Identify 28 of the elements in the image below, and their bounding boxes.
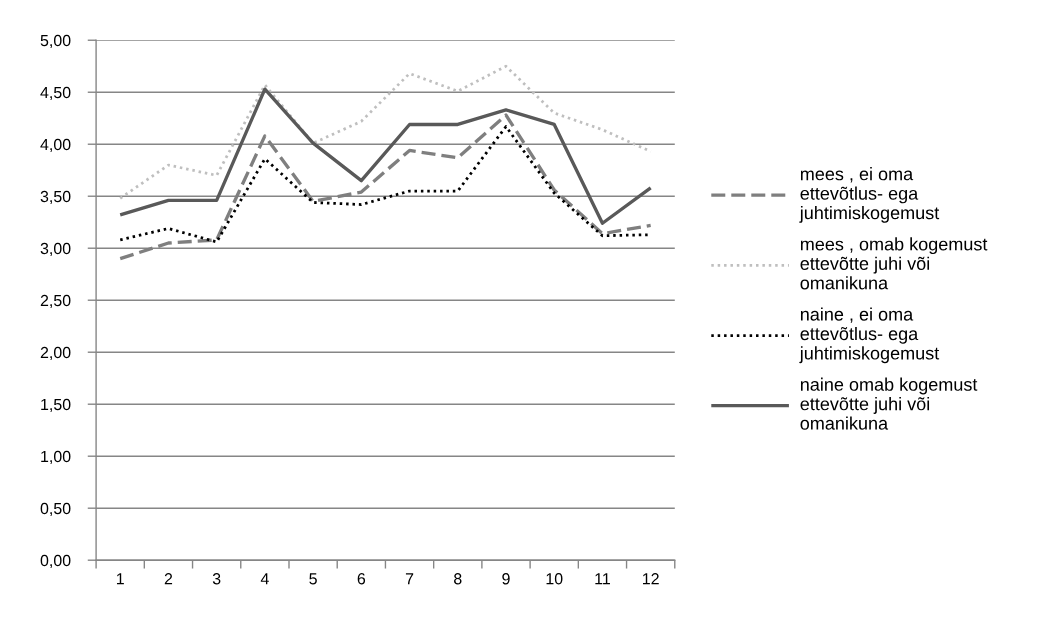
y-tick-label: 3,50 (40, 190, 71, 205)
x-tick-label: 2 (164, 573, 173, 585)
x-tick-label: 5 (309, 573, 317, 585)
x-tick-label: 1 (116, 573, 124, 585)
x-tick-label: 7 (405, 573, 414, 585)
x-tick-label: 11 (595, 573, 610, 585)
legend-label: mees , ei oma ettevõtlus- ega juhtimiskogemust (799, 167, 940, 223)
legend-label: naine omab kogemust ettevõtte juhi või omanikuna (800, 377, 978, 430)
legend-label: mees , omab kogemust ettevõtte juhi või omanikuna (800, 237, 988, 290)
y-tick-label: 4,50 (40, 86, 71, 101)
y-tick-label: 1,50 (41, 398, 71, 413)
x-tick-label: 4 (260, 573, 269, 585)
y-tick-label: 1,00 (41, 450, 71, 465)
x-tick-label: 9 (502, 573, 510, 585)
y-tick-label: 5,00 (40, 34, 71, 49)
x-tick-label: 6 (357, 573, 366, 585)
x-tick-label: 3 (212, 573, 221, 585)
legend-label: naine , ei oma ettevõtlus- ega juhtimiskogemust (799, 307, 940, 364)
x-tick-label: 10 (546, 573, 563, 585)
x-tick-label: 8 (454, 573, 462, 585)
y-tick-label: 0,50 (40, 502, 71, 517)
y-tick-label: 2,50 (40, 294, 71, 309)
y-tick-label: 4,00 (40, 138, 71, 153)
y-tick-label: 3,00 (40, 242, 71, 257)
y-tick-label: 2,00 (40, 346, 71, 361)
line-series (118, 87, 653, 225)
y-tick-label: 0,00 (40, 554, 71, 569)
x-tick-label: 12 (643, 573, 659, 585)
